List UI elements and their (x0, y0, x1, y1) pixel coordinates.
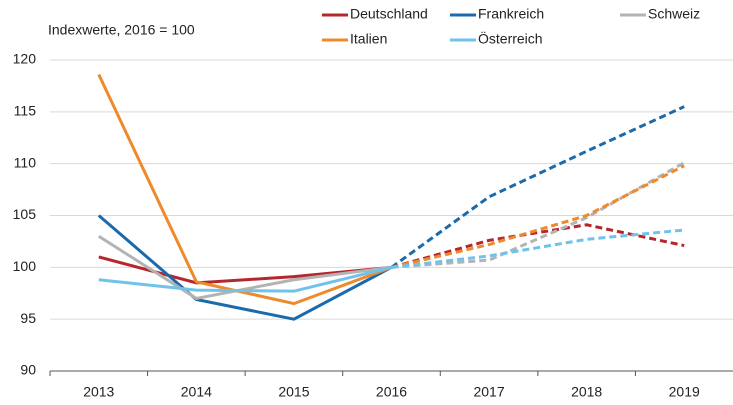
line (97, 73, 393, 306)
x-tick-label: 2013 (83, 384, 114, 400)
y-tick-label: 90 (20, 362, 36, 378)
y-tick-label: 110 (14, 154, 37, 170)
legend-label: Deutschland (350, 6, 428, 22)
x-tick-label: 2018 (571, 384, 602, 400)
y-tick-label: 100 (13, 258, 37, 274)
line-dashed (391, 164, 685, 269)
y-tick-label: 115 (14, 103, 37, 119)
line-dashed (391, 223, 685, 269)
legend-label: Italien (350, 31, 387, 47)
line-dashed (391, 161, 685, 269)
line (98, 255, 392, 285)
x-tick-label: 2019 (669, 384, 700, 400)
line (98, 265, 392, 293)
x-tick-label: 2014 (181, 384, 212, 400)
legend-label: Österreich (478, 30, 543, 47)
line (97, 214, 393, 321)
line (97, 234, 392, 301)
line-dashed (390, 105, 685, 269)
x-tick-label: 2016 (376, 384, 407, 400)
x-tick-label: 2015 (278, 384, 309, 400)
legend-label: Frankreich (478, 6, 544, 22)
y-tick-label: 95 (20, 310, 36, 326)
y-axis-label: Indexwerte, 2016 = 100 (48, 22, 195, 38)
legend-label: Schweiz (648, 6, 700, 22)
y-tick-label: 120 (13, 51, 37, 67)
line-dashed (391, 228, 685, 269)
x-tick-label: 2017 (473, 384, 504, 400)
y-tick-label: 105 (13, 206, 37, 222)
